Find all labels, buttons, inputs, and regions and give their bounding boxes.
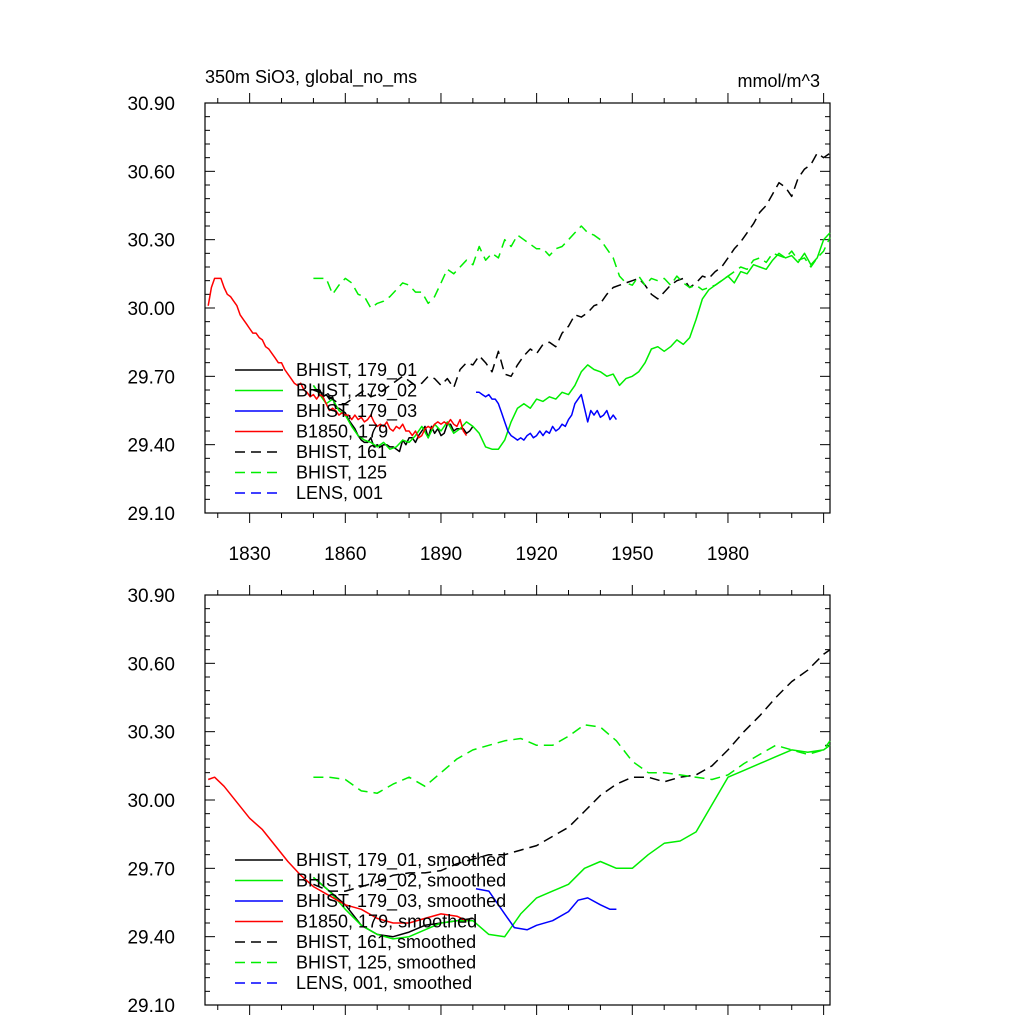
legend-label: LENS, 001, smoothed (296, 973, 472, 993)
legend-label: BHIST, 179_02, smoothed (296, 871, 506, 892)
tick-marks (205, 585, 830, 1015)
y-tick-label: 29.10 (127, 504, 175, 525)
legend-label: LENS, 001 (296, 483, 383, 503)
legend-label: BHIST, 179_01 (296, 360, 417, 381)
legend-label: BHIST, 125, smoothed (296, 953, 476, 973)
series-line-3 (207, 277, 468, 439)
series-line-4 (313, 649, 831, 892)
x-tick-label: 1860 (324, 544, 366, 565)
series-line-1 (312, 232, 831, 450)
legend-label: BHIST, 179_01, smoothed (296, 850, 506, 871)
y-tick-label: 30.60 (127, 162, 175, 183)
legend-label: B1850, 179 (296, 422, 388, 442)
series-line-5 (313, 225, 831, 309)
panel-top: 350m SiO3, global_no_ms mmol/m^3 29.10 29.4… (127, 67, 831, 565)
x-tick-label: 1950 (611, 544, 653, 565)
y-tick-label: 30.60 (127, 654, 175, 675)
legend-label: BHIST, 179_03, smoothed (296, 891, 506, 912)
series-line-5 (313, 724, 831, 794)
series-line-4 (313, 152, 831, 405)
tick-marks (205, 93, 830, 523)
y-tick-label: 30.00 (127, 791, 175, 812)
x-tick-label: 1830 (229, 544, 271, 565)
series-line-3 (207, 776, 467, 924)
y-tick-label: 29.70 (127, 367, 175, 388)
legend-label: BHIST, 161 (296, 442, 387, 462)
y-tick-label: 29.10 (127, 996, 175, 1017)
chart-title: 350m SiO3, global_no_ms (205, 67, 417, 88)
y-tick-label: 29.40 (127, 436, 175, 457)
y-tick-label: 30.30 (127, 723, 175, 744)
y-tick-label: 30.30 (127, 231, 175, 252)
legend-label: BHIST, 179_02 (296, 381, 417, 402)
y-tick-label: 30.00 (127, 299, 175, 320)
legend-label: BHIST, 161, smoothed (296, 932, 476, 952)
y-tick-label: 29.70 (127, 859, 175, 880)
x-tick-label: 1980 (707, 544, 749, 565)
series-line-0 (312, 384, 474, 453)
y-tick-label: 29.40 (127, 928, 175, 949)
x-tick-label: 1890 (420, 544, 462, 565)
x-tick-label: 1920 (515, 544, 557, 565)
units-label: mmol/m^3 (738, 71, 820, 91)
series-lines (207, 649, 831, 940)
series-line-1 (312, 744, 831, 940)
y-tick-label: 30.90 (127, 94, 175, 115)
legend-label: BHIST, 179_03 (296, 401, 417, 422)
legend-label: B1850, 179, smoothed (296, 912, 477, 932)
series-lines (207, 152, 831, 453)
series-line-2 (476, 391, 618, 441)
y-tick-label: 30.90 (127, 586, 175, 607)
panel-bottom: 29.10 29.40 29.70 30.00 30.30 30.60 30.90 BHIST… (127, 585, 831, 1017)
legend-label: BHIST, 125 (296, 463, 387, 483)
series-line-2 (475, 888, 617, 931)
